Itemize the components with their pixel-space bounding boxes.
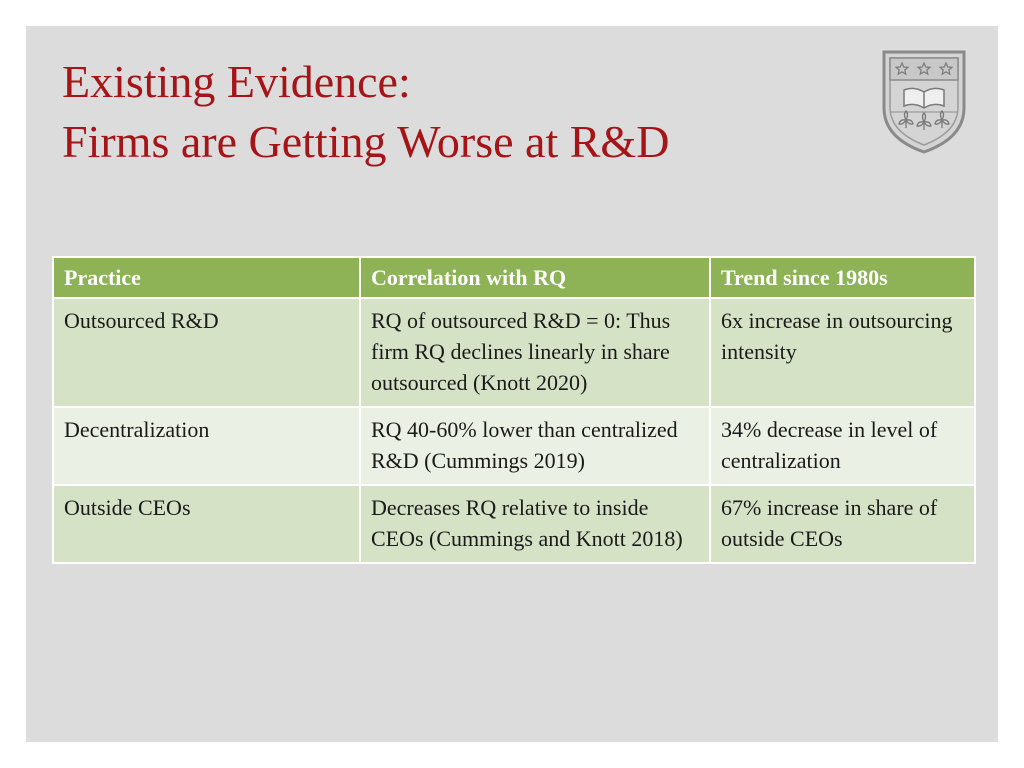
cell-practice: Decentralization [52, 406, 361, 486]
cell-trend: 6x increase in outsourcing intensity [709, 297, 976, 408]
cell-trend: 34% decrease in level of centralization [709, 406, 976, 486]
header-practice: Practice [52, 256, 361, 299]
title-line-1: Existing Evidence: [62, 56, 411, 107]
cell-practice: Outside CEOs [52, 484, 361, 564]
slide-title: Existing Evidence: Firms are Getting Wor… [62, 52, 822, 172]
university-crest-icon [882, 50, 966, 154]
cell-correlation: RQ 40-60% lower than centralized R&D (Cu… [359, 406, 711, 486]
slide: Existing Evidence: Firms are Getting Wor… [26, 26, 998, 742]
cell-correlation: RQ of outsourced R&D = 0: Thus firm RQ d… [359, 297, 711, 408]
cell-trend: 67% increase in share of outside CEOs [709, 484, 976, 564]
header-trend: Trend since 1980s [709, 256, 976, 299]
table-row: Outside CEOs Decreases RQ relative to in… [52, 484, 976, 564]
cell-practice: Outsourced R&D [52, 297, 361, 408]
cell-correlation: Decreases RQ relative to inside CEOs (Cu… [359, 484, 711, 564]
table-row: Outsourced R&D RQ of outsourced R&D = 0:… [52, 297, 976, 408]
title-line-2: Firms are Getting Worse at R&D [62, 116, 670, 167]
table-row: Decentralization RQ 40-60% lower than ce… [52, 406, 976, 486]
evidence-table: Practice Correlation with RQ Trend since… [52, 256, 976, 564]
table-header-row: Practice Correlation with RQ Trend since… [52, 256, 976, 299]
header-correlation: Correlation with RQ [359, 256, 711, 299]
